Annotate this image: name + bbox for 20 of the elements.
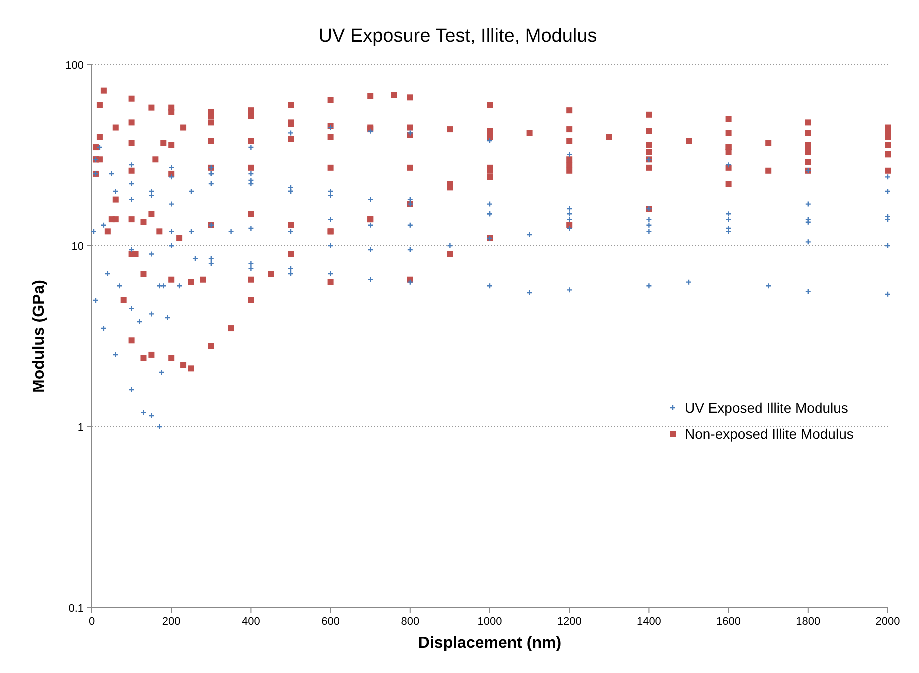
x-tick-label: 1000 [478, 616, 502, 628]
x-tick-label: 2000 [876, 616, 900, 628]
y-tick-label: 100 [66, 60, 84, 72]
y-tick-label: 1 [78, 422, 84, 434]
x-tick-label: 1800 [796, 616, 821, 628]
y-axis-title: Modulus (GPa) [31, 280, 48, 393]
x-tick-label: 1600 [716, 616, 742, 628]
chart-title: UV Exposure Test, Illite, Modulus [318, 26, 598, 47]
x-tick-label: 0 [88, 616, 96, 628]
x-tick-label: 800 [401, 616, 420, 628]
y-tick-label: 0.1 [68, 603, 84, 615]
x-tick-label: 1200 [557, 616, 582, 628]
y-tick-label: 10 [72, 241, 84, 253]
x-tick-label: 600 [322, 616, 340, 628]
x-tick-label: 400 [242, 616, 260, 628]
legend-label: Non-exposed Illite Modulus [685, 426, 854, 442]
x-tick-label: 1400 [636, 616, 662, 628]
x-axis-title: Displacement (nm) [418, 635, 562, 652]
legend-label: UV Exposed Illite Modulus [685, 400, 848, 416]
x-tick-label: 200 [162, 616, 181, 628]
